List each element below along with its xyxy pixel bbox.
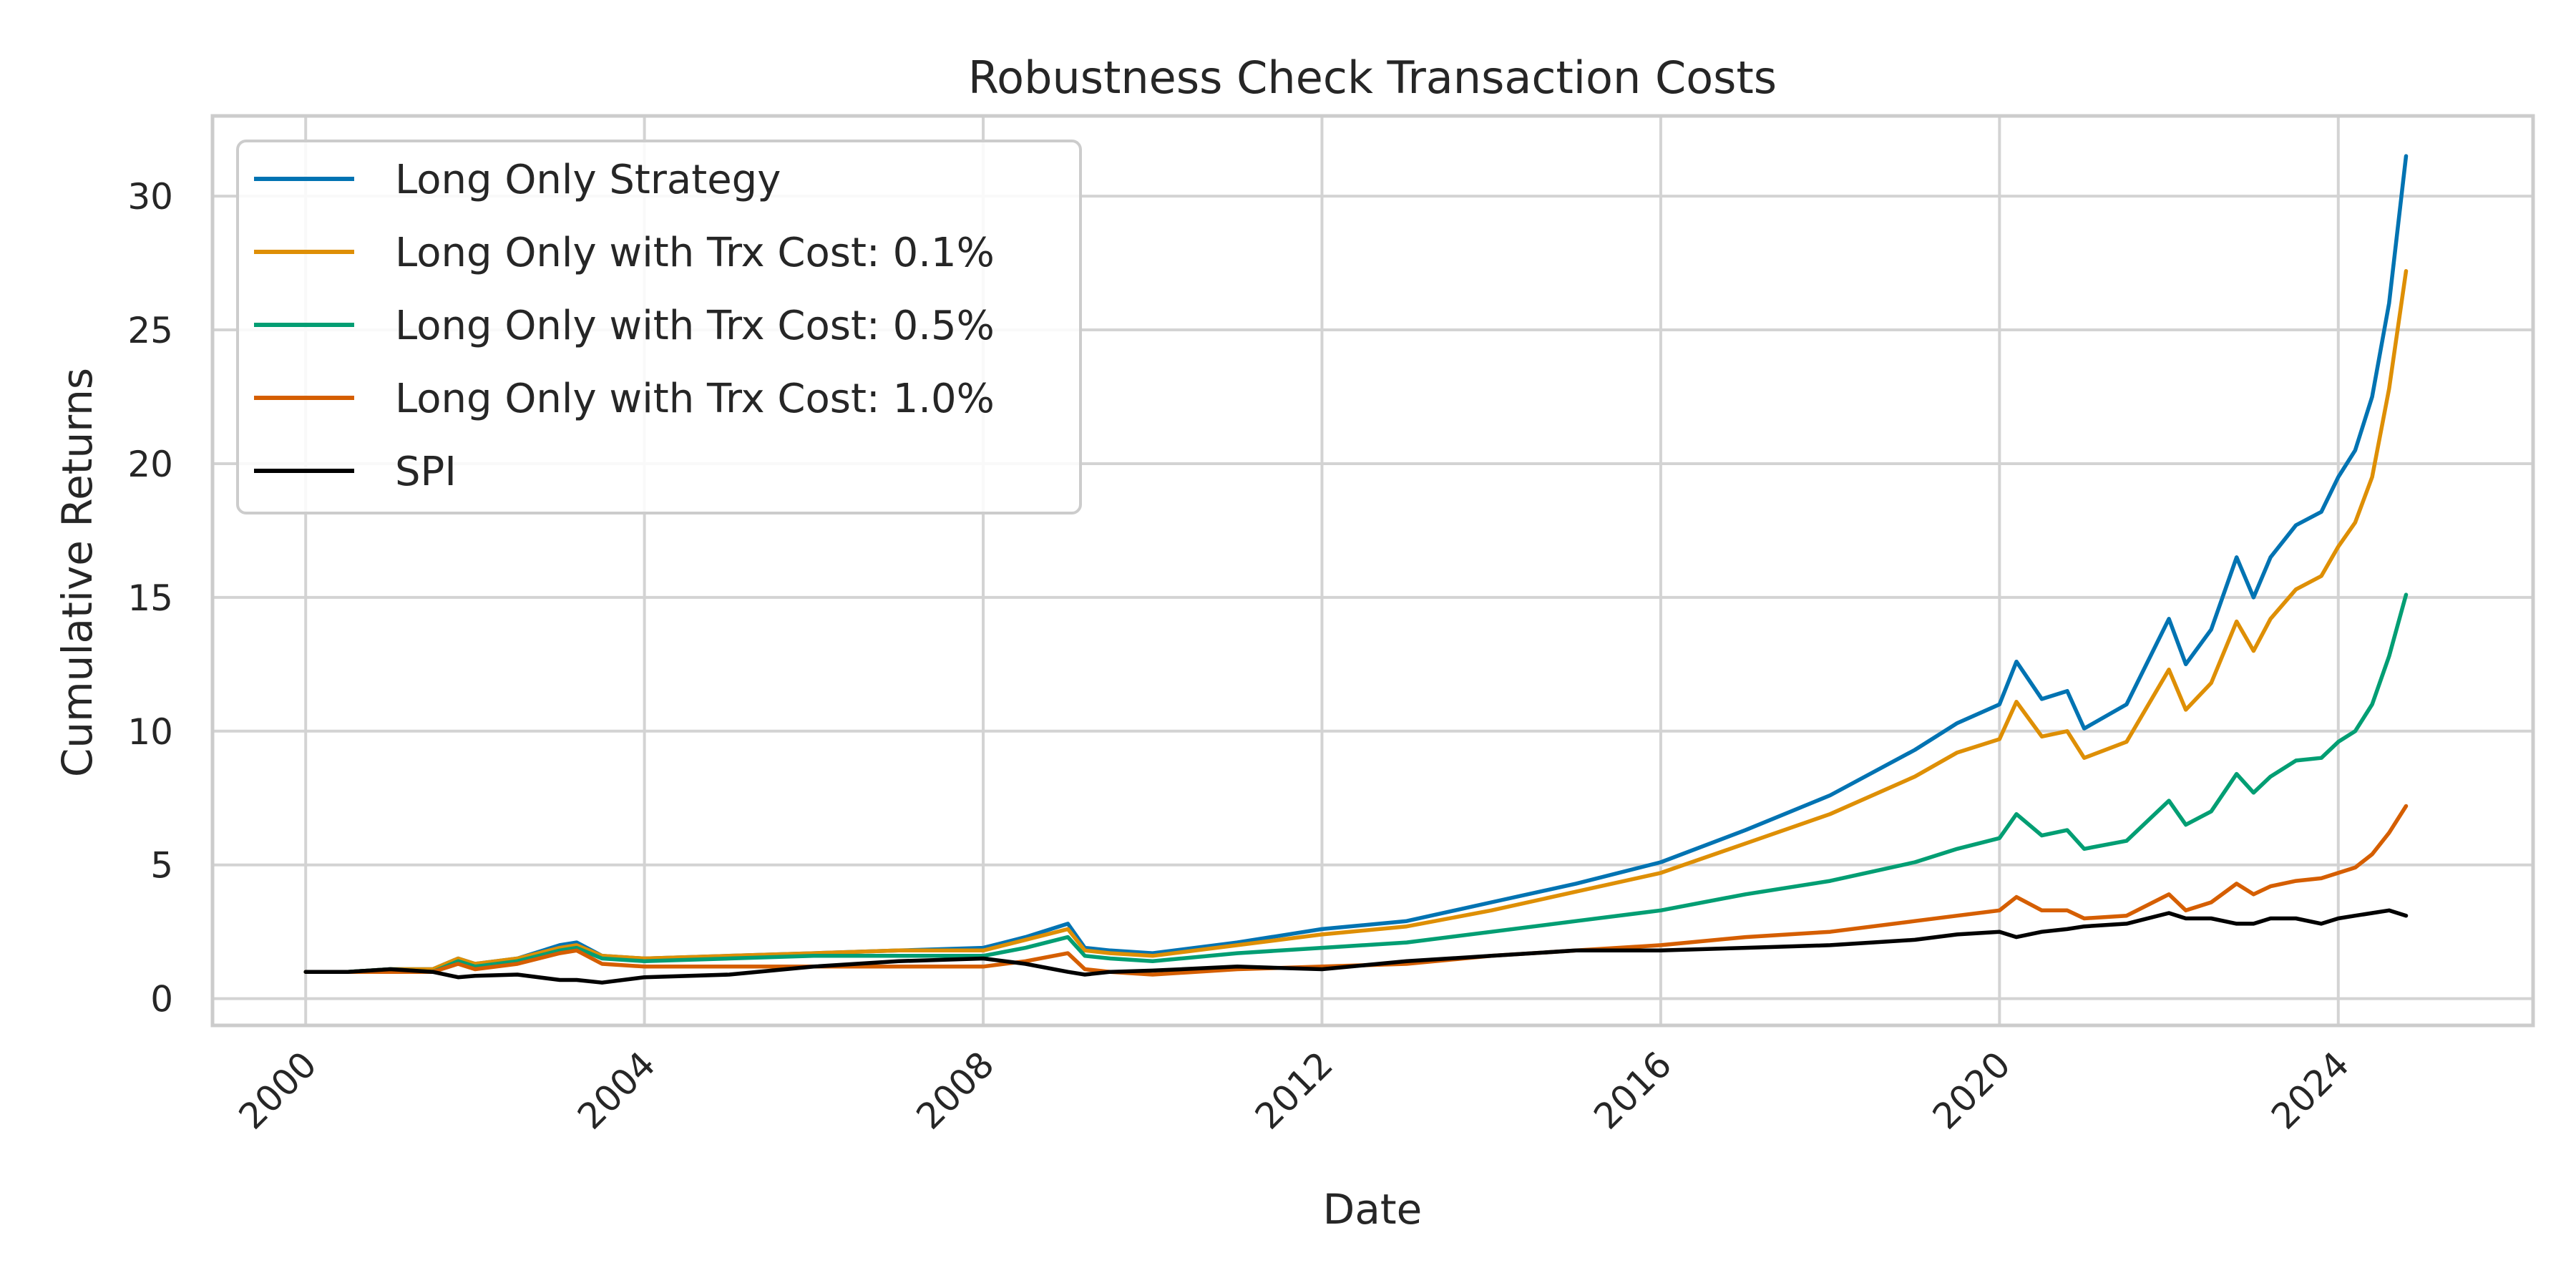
legend-label: Long Only with Trx Cost: 1.0% bbox=[395, 376, 995, 422]
series-line-2 bbox=[303, 592, 2409, 974]
series-line-0 bbox=[303, 154, 2409, 974]
y-tick-label: 15 bbox=[127, 577, 173, 619]
y-axis-title: Cumulative Returns bbox=[53, 368, 102, 777]
legend-label: SPI bbox=[395, 449, 457, 495]
legend-box bbox=[236, 140, 1082, 514]
y-tick-label: 30 bbox=[127, 176, 173, 218]
y-tick-label: 0 bbox=[150, 979, 173, 1020]
y-tick-label: 20 bbox=[127, 444, 173, 485]
plot-frame bbox=[210, 114, 2535, 1028]
y-tick-label: 25 bbox=[127, 310, 173, 351]
x-axis-title: Date bbox=[1323, 1185, 1423, 1234]
y-tick-label: 10 bbox=[127, 711, 173, 753]
legend-label: Long Only with Trx Cost: 0.1% bbox=[395, 230, 995, 276]
legend-label: Long Only Strategy bbox=[395, 157, 781, 203]
series-line-1 bbox=[303, 269, 2409, 974]
legend: Long Only Strategy Long Only with Trx Cos… bbox=[236, 140, 1082, 514]
y-tick-label: 5 bbox=[150, 845, 173, 887]
chart-title: Robustness Check Transaction Costs bbox=[968, 52, 1777, 104]
legend-label: Long Only with Trx Cost: 0.5% bbox=[395, 303, 995, 349]
series-line-4 bbox=[303, 908, 2409, 985]
series-layer bbox=[303, 154, 2409, 985]
y-axis-ticks: 0 5 10 15 20 25 30 bbox=[127, 176, 173, 1020]
